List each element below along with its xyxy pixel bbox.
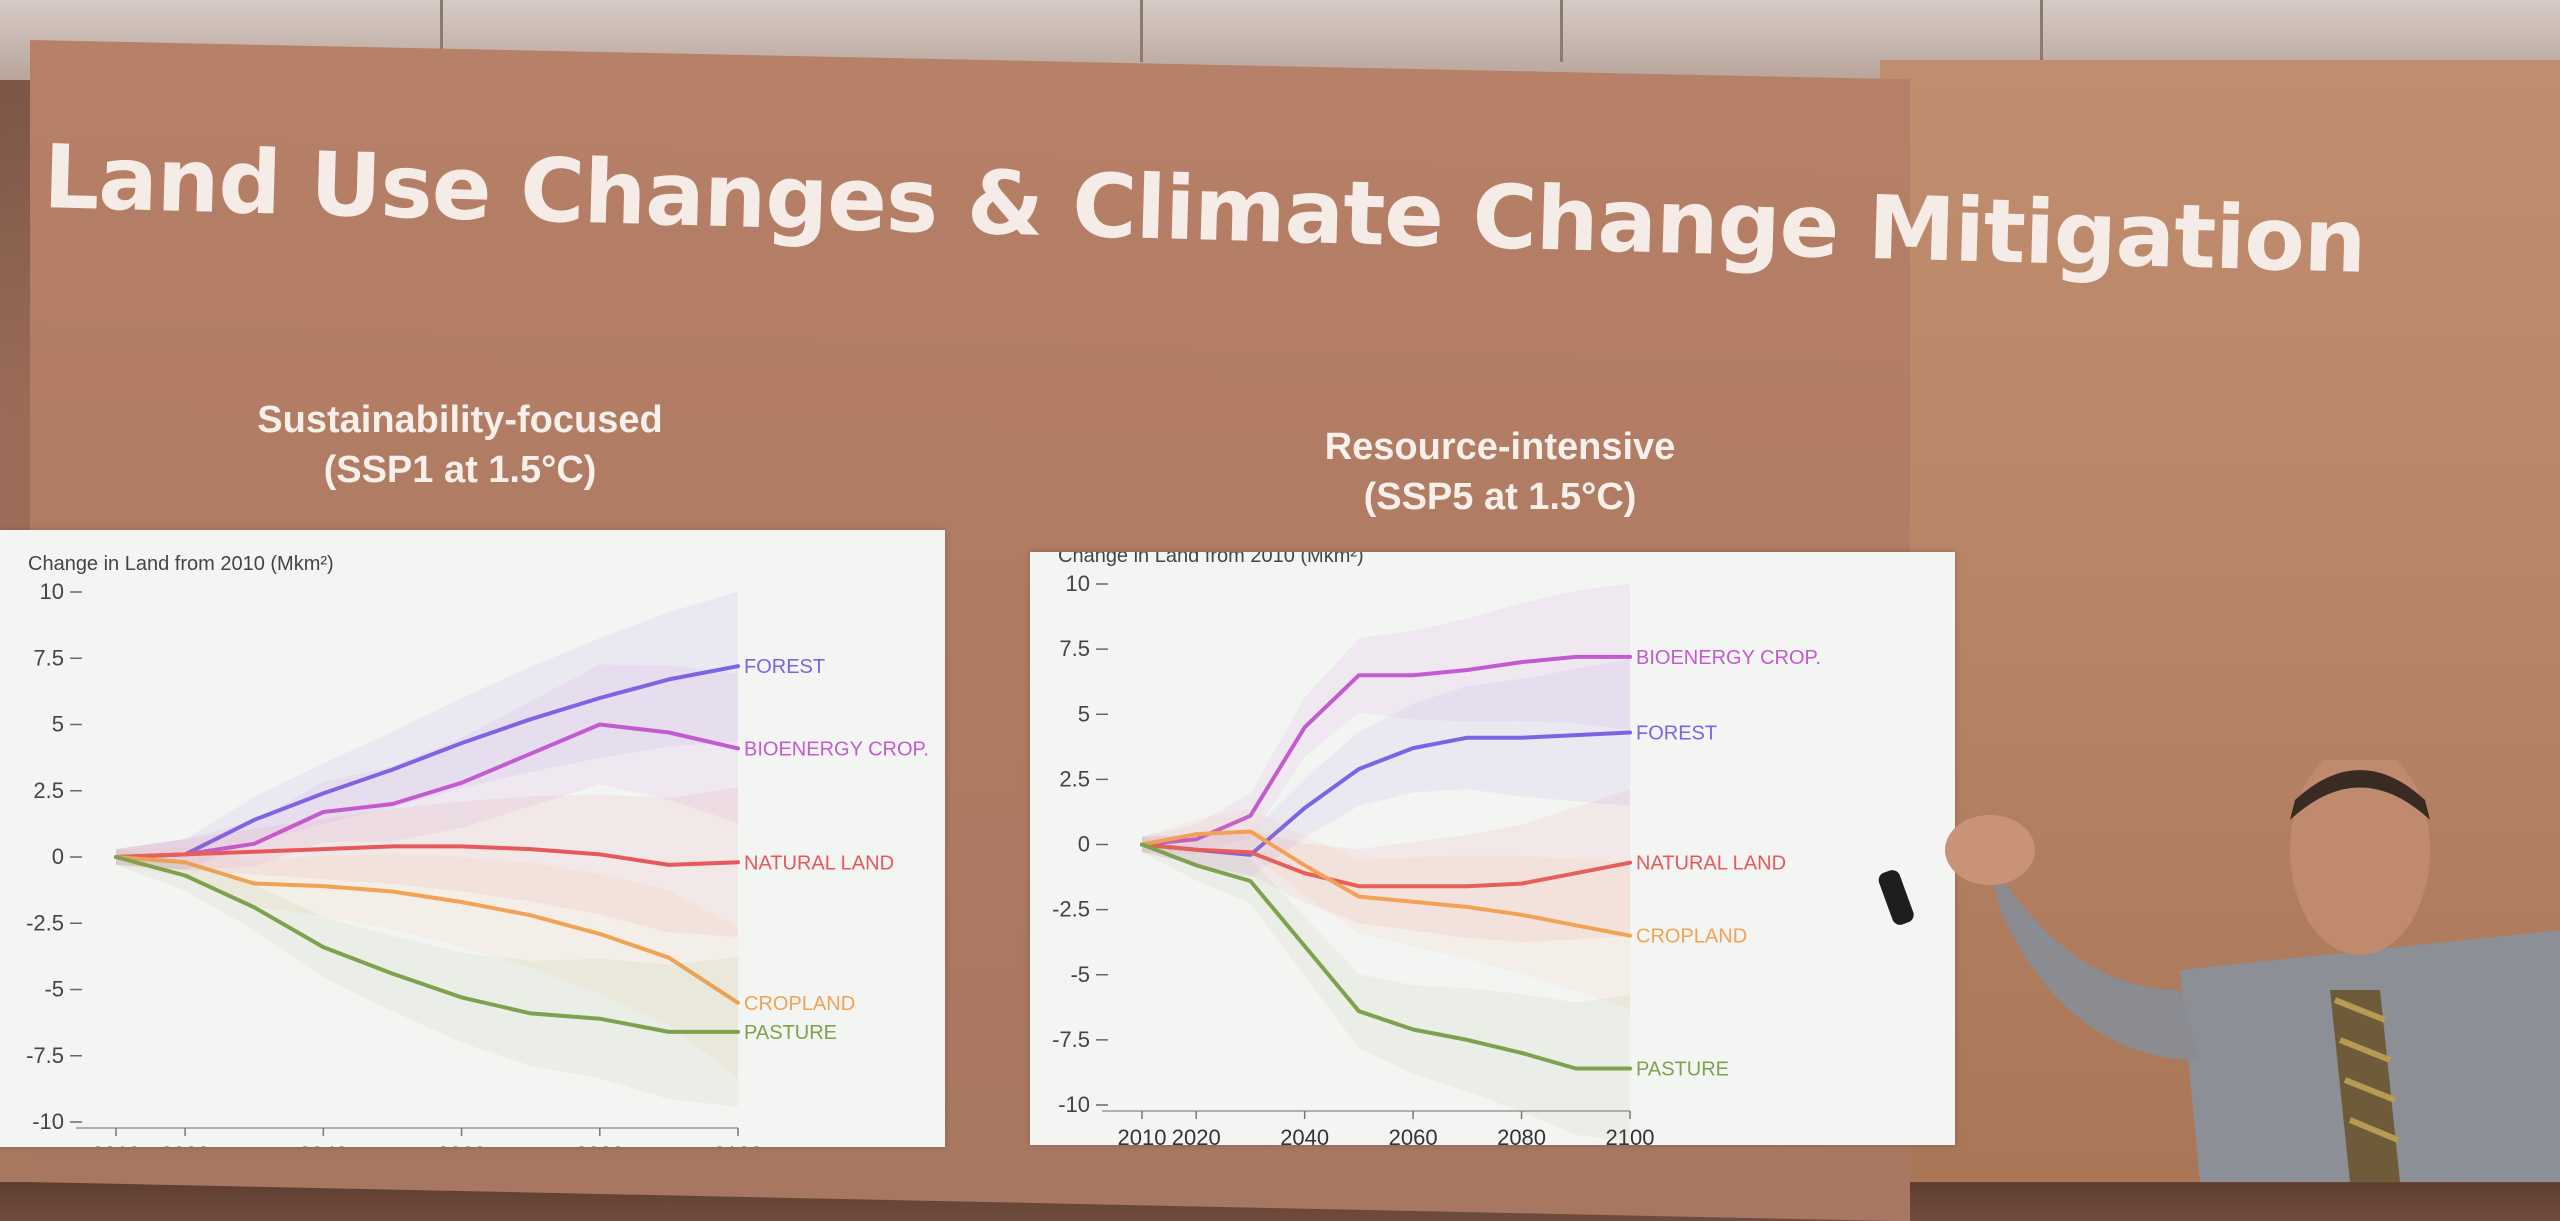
x-tick-label: 2040: [299, 1142, 348, 1147]
series-label-natural-land: NATURAL LAND: [744, 852, 894, 874]
series-line-cropland: [1140, 829, 1632, 938]
series-line-pasture: [1140, 842, 1632, 1071]
x-tick-label: 2010: [92, 1142, 141, 1147]
series-label-natural-land: NATURAL LAND: [1636, 853, 1786, 875]
y-axis-label: Change in Land from 2010 (Mkm²): [1058, 552, 1364, 567]
x-tick-label: 2020: [1172, 1125, 1221, 1145]
y-tick-label: 5: [52, 712, 64, 737]
y-tick-label: -2.5: [26, 910, 64, 935]
y-tick-label: -5: [1070, 962, 1090, 987]
y-tick-label: -10: [1058, 1092, 1090, 1117]
x-tick-label: 2100: [1606, 1125, 1655, 1145]
x-tick-label: 2100: [714, 1142, 763, 1147]
series-label-cropland: CROPLAND: [744, 993, 855, 1015]
chart-ssp1: Change in Land from 2010 (Mkm²) 10 7.5 5 2.5…: [26, 553, 929, 1147]
series-label-pasture: PASTURE: [1636, 1059, 1729, 1081]
uncertainty-band-cropland: [116, 846, 738, 1078]
y-tick-label: -2.5: [1052, 897, 1090, 922]
chart-panel-ssp1: Change in Land from 2010 (Mkm²) 10 7.5 5 2.5…: [0, 530, 945, 1147]
chart-panel-ssp5: Change in Land from 2010 (Mkm²) 10 7.5 5 2.5…: [1030, 552, 1955, 1145]
x-tick-label: 2020: [161, 1142, 210, 1147]
series-line-cropland: [114, 855, 740, 1005]
chart-ssp5: Change in Land from 2010 (Mkm²) 10 7.5 5 2.5…: [1052, 552, 1821, 1145]
x-tick-label: 2060: [437, 1142, 486, 1147]
y-tick-label: -7.5: [1052, 1027, 1090, 1052]
y-tick-label: 0: [1078, 832, 1090, 857]
ceiling-tile: [1140, 0, 1563, 62]
y-axis-label: Change in Land from 2010 (Mkm²): [28, 553, 334, 575]
series-line-bioenergy-crop: [114, 722, 740, 859]
uncertainty-band-natural-land: [116, 787, 738, 937]
ceiling-tile: [0, 0, 443, 62]
ceiling-tile: [1560, 0, 2043, 62]
series-line-forest: [114, 664, 740, 859]
y-tick-label: -5: [44, 977, 64, 1002]
chart-2-subtitle-line1: Resource-intensive: [1324, 426, 1676, 468]
series-line-natural-land: [1140, 842, 1632, 889]
uncertainty-band-pasture: [116, 849, 738, 1107]
uncertainty-band-forest: [116, 591, 738, 870]
chart-1-subtitle-line1: Sustainability-focused: [257, 399, 663, 441]
y-tick-label: 10: [40, 579, 64, 604]
chart-1-subtitle: Sustainability-focused (SSP1 at 1.5°C): [180, 395, 740, 495]
chart-2-subtitle-line2: (SSP5 at 1.5°C): [1363, 476, 1637, 518]
x-tick-label: 2060: [1389, 1125, 1438, 1145]
y-tick-label: -10: [32, 1109, 64, 1134]
ceiling-tile: [2040, 0, 2560, 62]
y-tick-label: 0: [52, 844, 64, 869]
x-tick-label: 2080: [1497, 1125, 1546, 1145]
y-tick-label: 5: [1078, 701, 1090, 726]
uncertainty-band-bioenergy-crop: [1142, 583, 1630, 855]
y-tick-label: 2.5: [33, 778, 64, 803]
series-label-forest: FOREST: [1636, 722, 1717, 744]
presenter-figure: [1878, 760, 2560, 1182]
uncertainty-band-forest: [1142, 659, 1630, 878]
y-tick-label: -7.5: [26, 1043, 64, 1068]
uncertainty-band-bioenergy-crop: [116, 664, 738, 870]
uncertainty-band-natural-land: [1142, 789, 1630, 943]
ceiling-tile: [440, 0, 1143, 62]
y-tick-label: 7.5: [1059, 636, 1090, 661]
x-tick-label: 2080: [575, 1142, 624, 1147]
series-line-natural-land: [114, 844, 740, 867]
x-tick-label: 2040: [1280, 1125, 1329, 1145]
series-label-pasture: PASTURE: [744, 1022, 837, 1044]
chart-2-subtitle: Resource-intensive (SSP5 at 1.5°C): [1220, 422, 1780, 522]
series-label-cropland: CROPLAND: [1636, 926, 1747, 948]
y-tick-label: 7.5: [33, 645, 64, 670]
series-label-bioenergy-crop: BIOENERGY CROP.: [1636, 647, 1821, 669]
series-line-bioenergy-crop: [1140, 654, 1632, 847]
x-tick-label: 2010: [1118, 1125, 1167, 1145]
uncertainty-band-pasture: [1142, 836, 1630, 1142]
y-tick-label: 10: [1066, 571, 1090, 596]
series-line-pasture: [114, 855, 740, 1034]
chart-1-subtitle-line2: (SSP1 at 1.5°C): [323, 449, 597, 491]
series-label-forest: FOREST: [744, 656, 825, 678]
series-label-bioenergy-crop: BIOENERGY CROP.: [744, 738, 929, 760]
y-tick-label: 2.5: [1059, 766, 1090, 791]
uncertainty-band-cropland: [1142, 809, 1630, 1010]
